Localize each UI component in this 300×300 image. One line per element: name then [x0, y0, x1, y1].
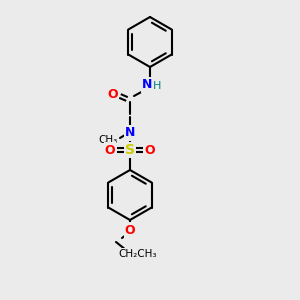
Text: O: O: [108, 88, 118, 101]
Text: O: O: [105, 143, 115, 157]
Text: CH₂CH₃: CH₂CH₃: [119, 249, 157, 259]
Text: N: N: [125, 127, 135, 140]
Text: O: O: [145, 143, 155, 157]
Text: S: S: [125, 143, 135, 157]
Text: H: H: [153, 81, 161, 91]
Text: O: O: [125, 224, 135, 236]
Text: CH₃: CH₃: [98, 135, 118, 145]
Text: N: N: [142, 79, 152, 92]
